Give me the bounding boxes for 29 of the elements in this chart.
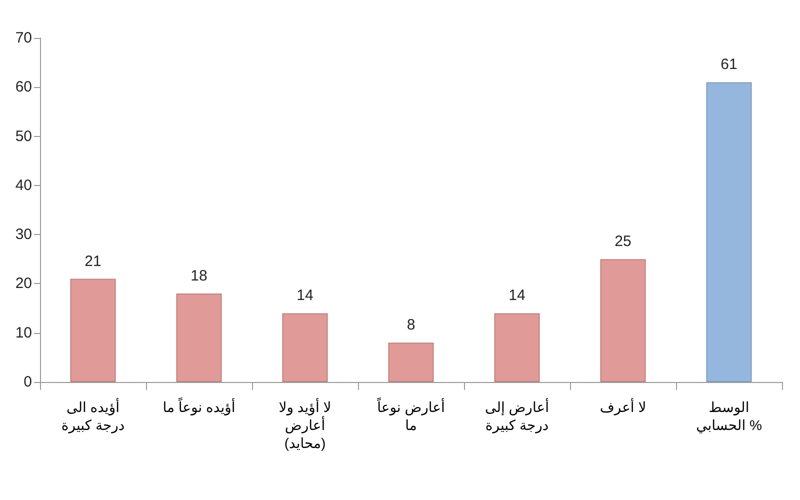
bar xyxy=(494,313,540,382)
y-tick-label: 40 xyxy=(15,176,32,194)
bar xyxy=(600,259,646,382)
bar xyxy=(282,313,328,382)
x-tick-label: لا أؤيد ولا أعارض (محايد) xyxy=(278,398,332,451)
y-tick-label: 30 xyxy=(15,226,32,244)
y-tick-label: 20 xyxy=(15,275,32,292)
y-tick-label: 10 xyxy=(15,324,32,342)
y-tick-label: 60 xyxy=(15,78,32,96)
x-tick-label: أعارض نوعاً ما xyxy=(376,396,446,433)
y-tick-label: 70 xyxy=(15,30,32,46)
y-tick-label: 50 xyxy=(15,128,32,145)
bar xyxy=(70,278,116,382)
x-tick-label: أعارض إلى درجة كبيرة xyxy=(485,398,550,434)
x-tick-label: الوسط الحسابي % xyxy=(696,399,762,434)
y-tick-label: 0 xyxy=(24,374,32,390)
data-label: 18 xyxy=(190,268,208,285)
x-tick-label: أؤيده الى درجة كبيرة xyxy=(61,398,125,434)
bar xyxy=(706,82,752,382)
x-tick-label: لا أعرف xyxy=(600,398,646,416)
data-label: 8 xyxy=(406,316,416,334)
data-label: 14 xyxy=(508,287,526,304)
data-label: 25 xyxy=(614,233,632,250)
data-label: 21 xyxy=(84,252,102,270)
data-label: 14 xyxy=(296,287,314,304)
x-tick-label: أؤيده نوعاً ما xyxy=(162,396,236,416)
bar xyxy=(388,342,434,382)
data-label: 61 xyxy=(720,56,738,74)
bar xyxy=(176,294,222,382)
